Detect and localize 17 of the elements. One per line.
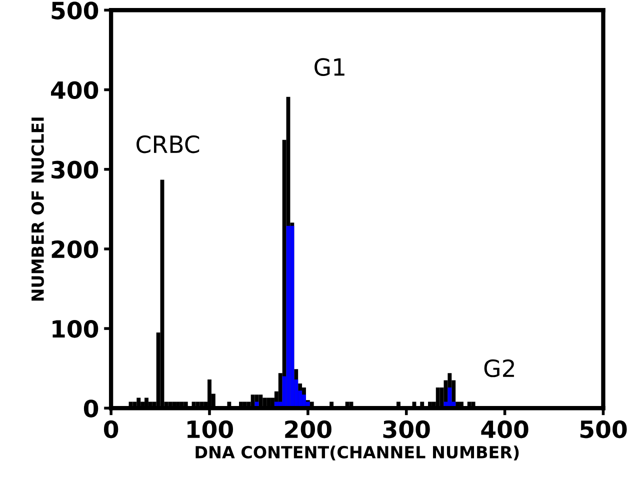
annotation: G2: [484, 359, 514, 378]
annotation: CRBC: [136, 135, 200, 154]
y-axis-title: NUMBER OF NUCLEI: [31, 118, 44, 301]
x-tick-label: 100: [188, 420, 234, 438]
y-tick-label: 500: [52, 2, 98, 20]
x-tick-label: 400: [481, 420, 528, 438]
y-tick-label: 0: [84, 400, 98, 418]
x-tick-label: 500: [580, 420, 627, 438]
annotation: G1: [314, 58, 344, 76]
y-tick-label: 200: [52, 240, 98, 258]
x-tick-label: 200: [285, 420, 332, 438]
x-axis-title: DNA CONTENT(CHANNEL NUMBER): [196, 446, 519, 460]
y-tick-label: 100: [52, 320, 98, 338]
x-tick-label: 300: [383, 420, 430, 438]
y-tick-label: 400: [51, 81, 98, 100]
y-tick-label: 300: [52, 160, 98, 179]
x-tick-label: 0: [104, 420, 118, 438]
